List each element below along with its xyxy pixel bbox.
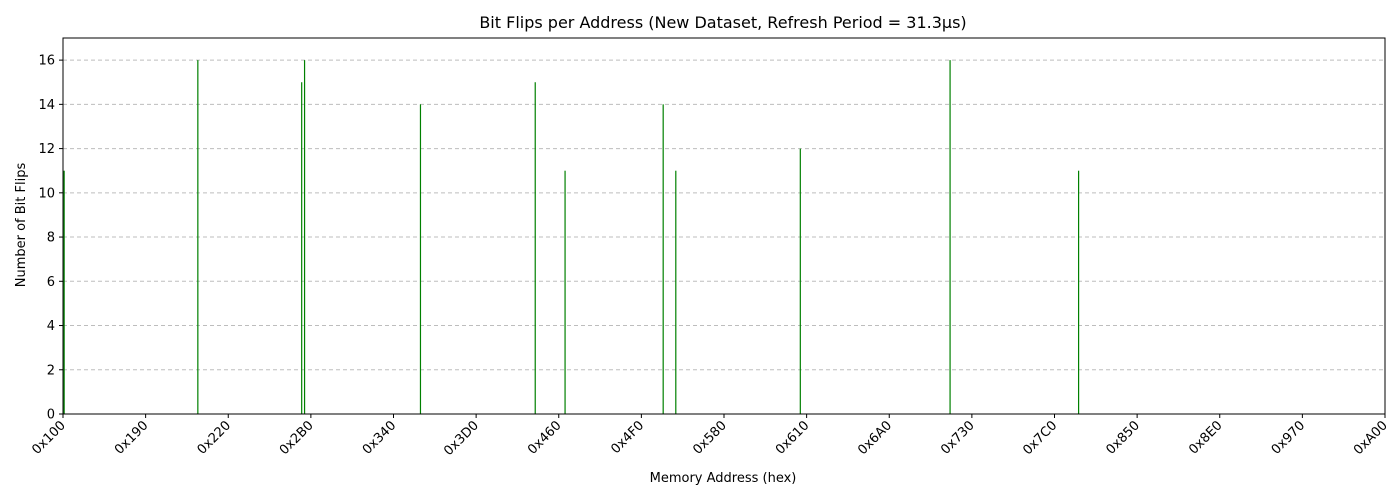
chart-title: Bit Flips per Address (New Dataset, Refr… (479, 13, 966, 32)
x-tick-label: 0x580 (690, 418, 729, 457)
x-tick-label: 0xA00 (1351, 418, 1391, 458)
bar-0x52C (675, 170, 677, 414)
y-gridlines (63, 59, 1385, 415)
x-tick-label: 0x3D0 (441, 418, 482, 459)
y-tick-label: 0 (47, 408, 55, 423)
bar-0x2A5 (303, 60, 306, 414)
x-tick-label: 0x850 (1104, 418, 1143, 457)
bar-0x7EA (1077, 170, 1080, 414)
bar-0x605 (799, 148, 801, 414)
bars (63, 60, 1080, 415)
bar-0x437 (534, 82, 536, 414)
x-tick-label: 0x460 (525, 418, 564, 457)
bar-0x2A0 (301, 82, 303, 414)
bar-0x70A (949, 60, 951, 414)
x-tick-label: 0x6A0 (855, 418, 895, 458)
x-tick-label: 0x100 (29, 418, 68, 457)
bar-0x516 (662, 104, 664, 415)
y-tick-label: 8 (47, 231, 55, 246)
y-axis-label: Number of Bit Flips (14, 163, 29, 288)
x-tick-label: 0x220 (195, 418, 234, 457)
x-tick-label: 0x8E0 (1186, 418, 1225, 457)
bar-0x36F (419, 104, 422, 415)
bar-0x46B (564, 170, 566, 414)
y-tick-label: 16 (38, 54, 55, 69)
x-tick-label: 0x2B0 (277, 418, 317, 458)
x-tick-label: 0x4F0 (608, 418, 647, 457)
y-tick-label: 6 (47, 275, 55, 290)
y-tick-label: 2 (47, 363, 55, 378)
x-axis-ticks: 0x100 0x190 0x220 0x2B0 0x340 0x3D0 0x460 0x4F0… (29, 414, 1391, 459)
x-tick-label: 0x340 (360, 418, 399, 457)
x-tick-label: 0x190 (112, 418, 151, 457)
y-axis-ticks: 0 2 4 6 8 10 12 14 16 (38, 54, 63, 423)
plot-frame (62, 37, 1386, 415)
y-tick-label: 4 (47, 319, 55, 334)
x-tick-label: 0x7C0 (1020, 418, 1060, 458)
x-axis-label: Memory Address (hex) (650, 471, 797, 486)
bar-0x1EB (197, 60, 199, 414)
x-tick-label: 0x610 (773, 418, 812, 457)
y-tick-label: 14 (38, 98, 55, 113)
y-tick-label: 12 (38, 142, 55, 157)
x-tick-label: 0x970 (1269, 418, 1308, 457)
x-tick-label: 0x730 (938, 418, 977, 457)
y-tick-label: 10 (38, 186, 55, 201)
bar-0x102 (63, 170, 65, 414)
